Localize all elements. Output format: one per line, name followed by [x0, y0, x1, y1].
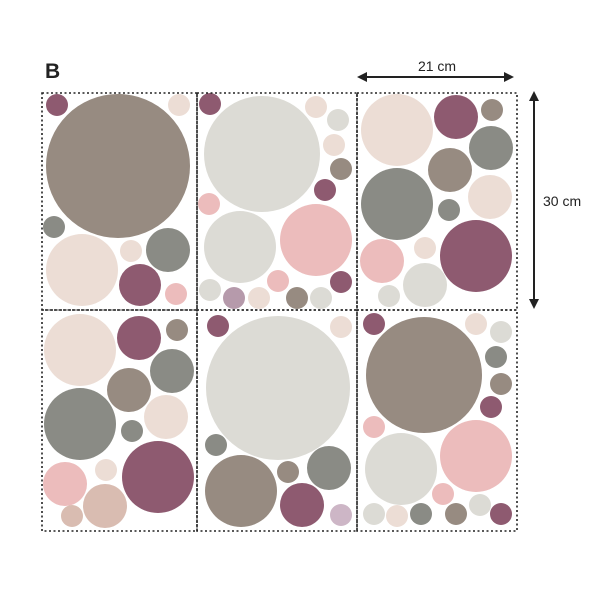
taupe-circle-decal	[205, 455, 277, 527]
light-gray-circle-decal	[490, 321, 512, 343]
plum-circle-decal	[46, 94, 68, 116]
blush-circle-decal	[144, 395, 188, 439]
blush-circle-decal	[361, 94, 433, 166]
light-gray-circle-decal	[327, 109, 349, 131]
blush-circle-decal	[465, 313, 487, 335]
pink-circle-decal	[363, 416, 385, 438]
light-gray-circle-decal	[199, 279, 221, 301]
plum-circle-decal	[119, 264, 161, 306]
rose-beige-circle-decal	[83, 484, 127, 528]
blush-circle-decal	[46, 234, 118, 306]
gray-circle-decal	[469, 126, 513, 170]
blush-circle-decal	[120, 240, 142, 262]
width-label: 21 cm	[418, 58, 456, 74]
taupe-circle-decal	[330, 158, 352, 180]
blush-circle-decal	[468, 175, 512, 219]
blush-circle-decal	[330, 316, 352, 338]
sheet-panel-border-6	[356, 309, 518, 532]
taupe-circle-decal	[445, 503, 467, 525]
taupe-circle-decal	[286, 287, 308, 309]
sheet-panel-border-1	[41, 92, 198, 311]
light-gray-circle-decal	[403, 263, 447, 307]
blush-circle-decal	[95, 459, 117, 481]
width-arrow-right-head	[504, 72, 514, 82]
width-dimension: 21 cm	[357, 58, 514, 82]
sheet-borders	[41, 92, 518, 532]
sheet-panel-border-2	[196, 92, 358, 311]
gray-circle-decal	[150, 349, 194, 393]
plum-circle-decal	[434, 95, 478, 139]
taupe-circle-decal	[277, 461, 299, 483]
gray-circle-decal	[410, 503, 432, 525]
plum-circle-decal	[207, 315, 229, 337]
height-arrow-top-head	[529, 91, 539, 101]
gray-circle-decal	[121, 420, 143, 442]
plum-circle-decal	[363, 313, 385, 335]
taupe-circle-decal	[46, 94, 190, 238]
pink-circle-decal	[43, 462, 87, 506]
plum-circle-decal	[117, 316, 161, 360]
taupe-circle-decal	[366, 317, 482, 433]
plum-circle-decal	[490, 503, 512, 525]
gray-circle-decal	[146, 228, 190, 272]
blush-circle-decal	[248, 287, 270, 309]
taupe-circle-decal	[490, 373, 512, 395]
taupe-circle-decal	[166, 319, 188, 341]
light-gray-circle-decal	[365, 433, 437, 505]
pink-circle-decal	[198, 193, 220, 215]
pink-circle-decal	[360, 239, 404, 283]
light-gray-circle-decal	[469, 494, 491, 516]
light-gray-circle-decal	[310, 287, 332, 309]
gray-circle-decal	[44, 388, 116, 460]
plum-circle-decal	[440, 220, 512, 292]
pink-circle-decal	[280, 204, 352, 276]
plum-circle-decal	[330, 271, 352, 293]
blush-circle-decal	[168, 94, 190, 116]
plum-circle-decal	[314, 179, 336, 201]
plum-circle-decal	[122, 441, 194, 513]
plum-circle-decal	[480, 396, 502, 418]
pink-circle-decal	[267, 270, 289, 292]
gray-circle-decal	[361, 168, 433, 240]
taupe-circle-decal	[107, 368, 151, 412]
sheet-panel-border-5	[196, 309, 358, 532]
blush-circle-decal	[323, 134, 345, 156]
blush-circle-decal	[44, 314, 116, 386]
taupe-circle-decal	[428, 148, 472, 192]
gray-circle-decal	[438, 199, 460, 221]
light-gray-circle-decal	[204, 211, 276, 283]
height-label: 30 cm	[543, 193, 581, 209]
blush-circle-decal	[305, 96, 327, 118]
pink-circle-decal	[432, 483, 454, 505]
pink-circle-decal	[165, 283, 187, 305]
height-dimension: 30 cm	[529, 91, 581, 309]
gray-circle-decal	[485, 346, 507, 368]
plum-circle-decal	[199, 93, 221, 115]
light-gray-circle-decal	[204, 96, 320, 212]
height-arrow-bottom-head	[529, 299, 539, 309]
gray-circle-decal	[307, 446, 351, 490]
plum-circle-decal	[280, 483, 324, 527]
mauve-circle-decal	[223, 287, 245, 309]
pink-circle-decal	[440, 420, 512, 492]
gray-circle-decal	[205, 434, 227, 456]
light-gray-circle-decal	[378, 285, 400, 307]
circle-decals	[43, 93, 513, 528]
taupe-circle-decal	[481, 99, 503, 121]
blush-circle-decal	[386, 505, 408, 527]
light-gray-circle-decal	[363, 503, 385, 525]
sheet-label: B	[45, 60, 60, 83]
lilac-circle-decal	[330, 504, 352, 526]
sheet-panel-border-4	[41, 309, 198, 532]
width-arrow-left-head	[357, 72, 367, 82]
gray-circle-decal	[43, 216, 65, 238]
sheet-panel-border-3	[356, 92, 518, 311]
light-gray-circle-decal	[206, 316, 350, 460]
rose-beige-circle-decal	[61, 505, 83, 527]
blush-circle-decal	[414, 237, 436, 259]
